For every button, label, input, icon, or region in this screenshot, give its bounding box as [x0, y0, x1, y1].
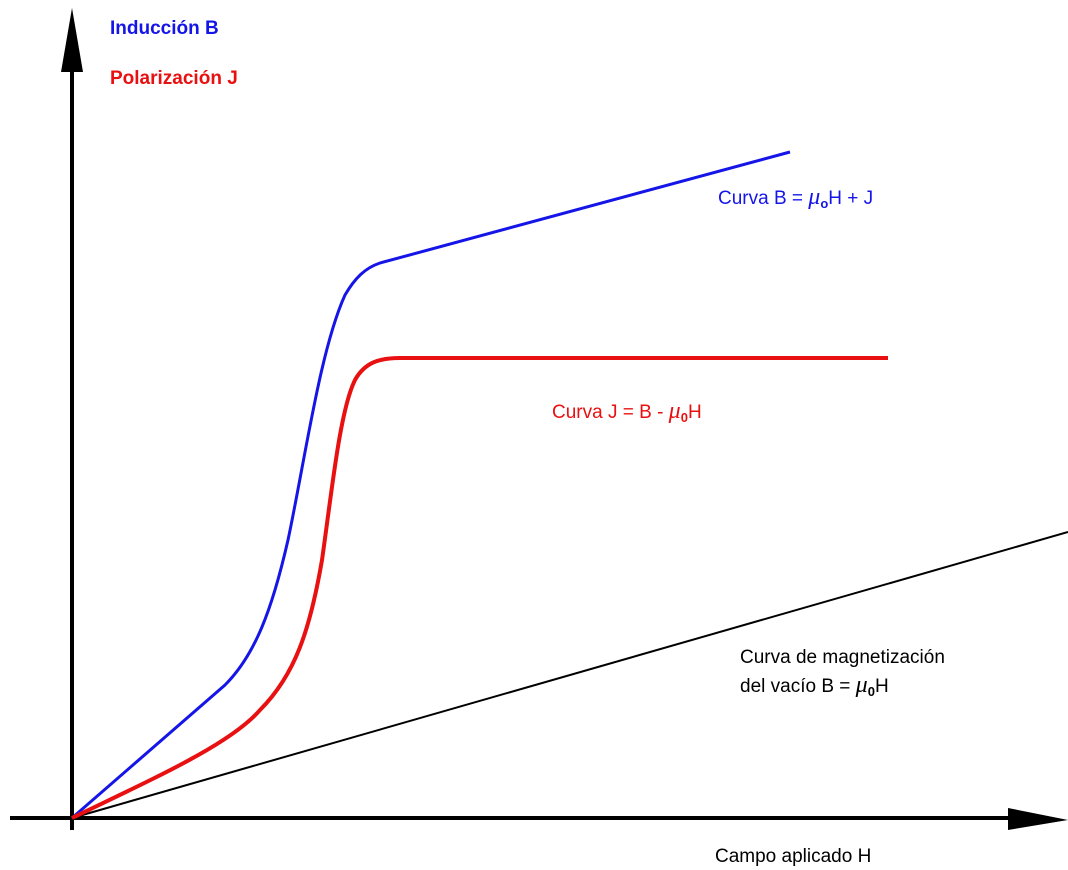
- text: Curva B =: [718, 188, 808, 209]
- j-curve-label: Curva J = B - μ0H: [552, 398, 702, 425]
- mu: μ: [855, 672, 868, 698]
- subscript: 0: [681, 410, 688, 425]
- x-arrow: [1008, 808, 1068, 830]
- subscript: o: [820, 196, 828, 211]
- subscript: 0: [868, 684, 875, 699]
- vacuum-label-line1: Curva de magnetización: [740, 647, 945, 668]
- b-curve: [71, 150, 791, 820]
- mu: μ: [668, 398, 681, 424]
- text: H: [688, 402, 702, 423]
- text: H + J: [828, 188, 873, 209]
- j-curve: [71, 356, 888, 820]
- text: H: [875, 676, 889, 697]
- vacuum-line: [71, 531, 1068, 819]
- x-axis-label: Campo aplicado H: [715, 846, 871, 867]
- polarization-label: Polarización J: [110, 68, 238, 89]
- text: Curva J = B -: [552, 402, 669, 423]
- y-arrow: [61, 8, 83, 72]
- vacuum-label-line2: del vacío B = μ0H: [740, 672, 889, 699]
- induction-label: Inducción B: [110, 18, 219, 39]
- mu: μ: [807, 184, 820, 210]
- text: del vacío B =: [740, 676, 856, 697]
- b-curve-label: Curva B = μoH + J: [718, 184, 873, 211]
